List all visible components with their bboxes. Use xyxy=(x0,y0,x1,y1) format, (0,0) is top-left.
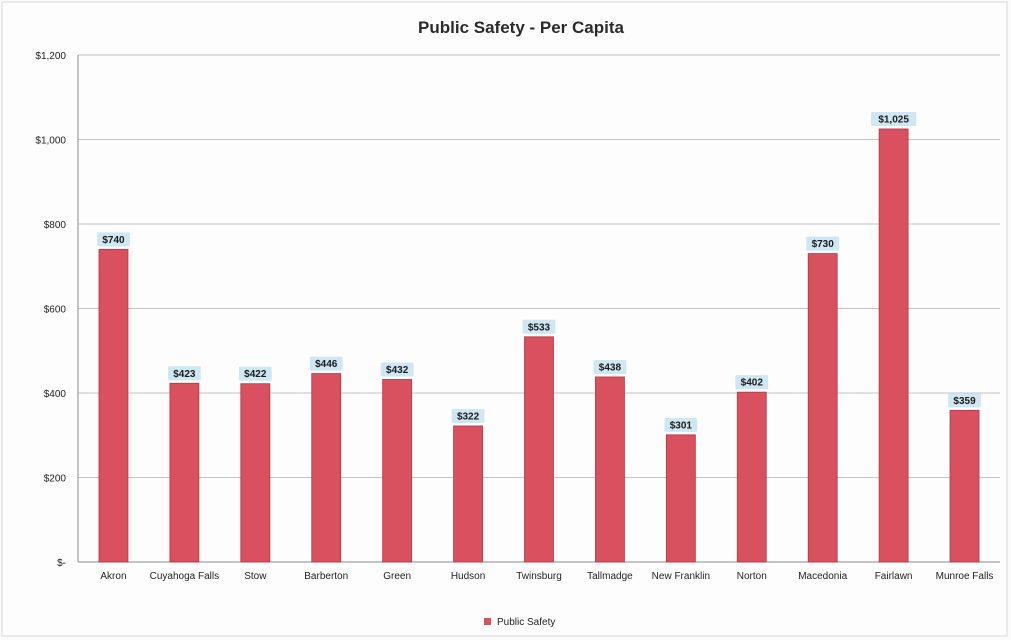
data-label: $730 xyxy=(812,239,835,250)
y-tick-label: $200 xyxy=(44,474,67,485)
legend: Public Safety xyxy=(484,617,555,628)
x-tick-label: Barberton xyxy=(304,571,348,582)
x-tick-label: Hudson xyxy=(451,571,485,582)
data-label-background xyxy=(522,319,556,334)
x-tick-label: Fairlawn xyxy=(875,571,913,582)
bar xyxy=(98,248,129,563)
data-labels: $740 $423 $422 $446 $432 $322 $533 $438 $301 $402… xyxy=(97,111,981,432)
y-tick-label: $1,200 xyxy=(35,51,66,62)
data-label: $740 xyxy=(102,235,125,246)
data-label: $1,025 xyxy=(878,114,909,125)
bar xyxy=(878,128,909,563)
x-tick-label: Tallmadge xyxy=(587,571,633,582)
data-label-background xyxy=(309,356,343,371)
legend-swatch xyxy=(484,618,491,625)
x-tick-label: Norton xyxy=(737,571,767,582)
data-label-background xyxy=(664,417,698,432)
data-label: $422 xyxy=(244,369,267,380)
x-tick-label: Green xyxy=(383,571,411,582)
data-label-background xyxy=(167,366,201,381)
bar xyxy=(169,382,200,563)
data-label-background xyxy=(97,232,130,247)
data-label: $423 xyxy=(173,369,196,380)
y-tick-label: $400 xyxy=(44,389,67,400)
data-label: $446 xyxy=(315,359,338,370)
bar xyxy=(453,425,483,563)
data-label-background xyxy=(806,236,840,251)
x-axis-ticks: Akron Cuyahoga Falls Stow Barberton Green Hud… xyxy=(100,571,993,582)
x-tick-label: Macedonia xyxy=(798,571,847,582)
data-label-background xyxy=(238,366,272,381)
legend-label: Public Safety xyxy=(497,617,555,628)
data-label: $301 xyxy=(670,420,693,431)
x-tick-label: Twinsburg xyxy=(516,571,562,582)
data-label-background xyxy=(451,408,485,423)
bars xyxy=(98,128,980,563)
x-tick-label: Cuyahoga Falls xyxy=(150,571,219,582)
y-axis-ticks: $- $200 $400 $600 $800 $1,000 $1,200 xyxy=(35,51,66,569)
data-label-background xyxy=(380,362,414,377)
x-tick-label: New Franklin xyxy=(652,571,710,582)
data-label-background xyxy=(871,111,917,126)
data-label: $322 xyxy=(457,411,480,422)
data-label-background xyxy=(593,359,627,374)
y-tick-label: $600 xyxy=(44,305,67,316)
x-tick-label: Stow xyxy=(244,571,267,582)
y-tick-label: $1,000 xyxy=(35,136,66,147)
bar xyxy=(736,391,767,563)
y-tick-label: $800 xyxy=(44,220,67,231)
bar xyxy=(524,336,554,563)
bar xyxy=(595,376,625,563)
y-tick-label: $- xyxy=(57,558,66,569)
x-tick-label: Munroe Falls xyxy=(936,571,994,582)
chart-title: Public Safety - Per Capita xyxy=(418,18,624,37)
data-label: $533 xyxy=(528,322,551,333)
bar xyxy=(311,373,342,563)
data-label: $438 xyxy=(599,362,622,373)
data-label: $432 xyxy=(386,365,409,376)
bar xyxy=(807,253,838,563)
bar xyxy=(382,379,413,563)
x-tick-label: Akron xyxy=(100,571,126,582)
bar xyxy=(240,383,271,563)
data-label: $359 xyxy=(953,396,976,407)
data-label: $402 xyxy=(741,378,764,389)
data-label-background xyxy=(948,393,981,408)
data-label-background xyxy=(735,375,769,390)
bar xyxy=(949,409,980,563)
bar xyxy=(665,434,696,563)
